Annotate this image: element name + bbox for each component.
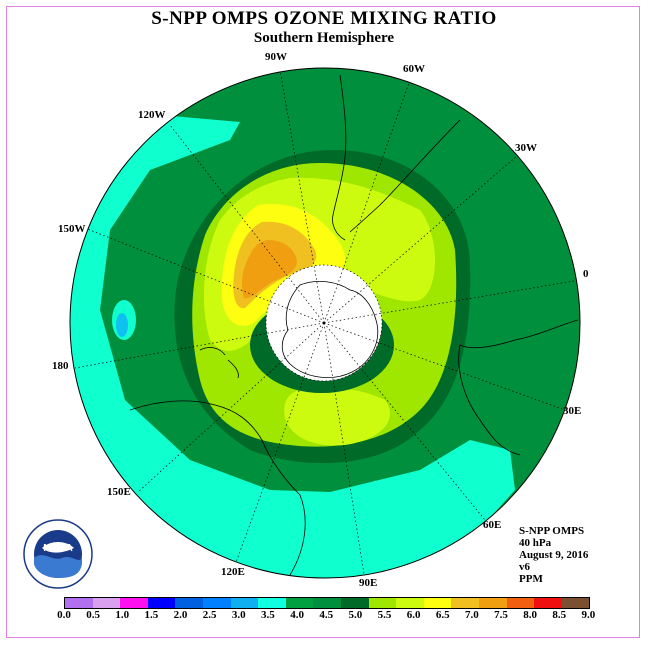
colorbar-tick-label: 7.5 — [494, 609, 508, 621]
info-date: August 9, 2016 — [519, 549, 589, 561]
colorbar-tick-label: 0.0 — [57, 609, 71, 621]
longitude-label-60e: 60E — [483, 519, 502, 531]
colorbar-swatch — [230, 598, 259, 608]
colorbar-tick-label: 1.5 — [144, 609, 159, 621]
colorbar-swatch — [451, 598, 479, 608]
info-units: PPM — [519, 573, 543, 585]
longitude-label-120w: 120W — [138, 109, 166, 121]
info-pressure: 40 hPa — [519, 537, 552, 549]
noaa-logo-text: NOAA — [43, 543, 72, 554]
colorbar-tick-label: 3.5 — [261, 609, 275, 621]
field-low-region — [70, 100, 515, 578]
colorbar-tick-label: 7.0 — [464, 609, 479, 621]
colorbar-tick-label: 6.5 — [435, 609, 450, 621]
coastline-south-america — [332, 74, 347, 241]
south-pole-marker — [322, 321, 326, 325]
colorbar-tick-label: 8.0 — [523, 609, 537, 621]
colorbar-swatch — [368, 598, 397, 608]
colorbar-swatch — [423, 598, 452, 608]
info-version: v6 — [519, 561, 530, 573]
longitude-label-0: 0 — [583, 268, 589, 280]
page-subtitle: Southern Hemisphere — [253, 30, 395, 46]
colorbar-tick-label: 3.0 — [231, 609, 246, 621]
colorbar-tick-label: 2.5 — [202, 609, 217, 621]
field-band-75 — [242, 240, 297, 299]
coastline-australia — [129, 400, 306, 576]
map-boundary — [69, 67, 581, 579]
colorbar-tick-label: 1.0 — [115, 609, 130, 621]
colorbar-tick-label: 5.0 — [348, 609, 363, 621]
coastline-africa — [458, 319, 579, 456]
colorbar-swatch — [561, 598, 590, 608]
colorbar-tick-label: 4.5 — [319, 609, 334, 621]
colorbar-swatch — [340, 598, 369, 608]
colorbar-swatch — [258, 598, 286, 608]
colorbar-swatch — [202, 598, 231, 608]
longitude-label-90e: 90E — [359, 577, 378, 589]
coastline-new-zealand — [199, 347, 239, 379]
colorbar-swatch — [506, 598, 535, 608]
colorbar-tick-label: 4.0 — [290, 609, 304, 621]
colorbar-swatch — [285, 598, 314, 608]
colorbar-swatch — [478, 598, 507, 608]
longitude-label-150w: 150W — [58, 223, 86, 235]
longitude-label-60w: 60W — [403, 63, 425, 75]
colorbar-swatch — [175, 598, 203, 608]
page-title: S-NPP OMPS OZONE MIXING RATIO — [151, 8, 497, 29]
colorbar-tick-label: 5.5 — [377, 609, 392, 621]
figure-frame — [6, 6, 640, 638]
noaa-logo: NOAA — [23, 519, 93, 589]
colorbar-tick-label: 0.5 — [86, 609, 100, 621]
colorbar-tick-label: 2.0 — [173, 609, 188, 621]
colorbar-swatch — [120, 598, 148, 608]
colorbar-swatch — [65, 598, 93, 608]
coastline-antarctica — [281, 280, 379, 378]
field-band-60-south — [284, 387, 391, 446]
colorbar-swatch — [92, 598, 121, 608]
longitude-label-180: 180 — [52, 360, 69, 372]
colorbar-swatch — [396, 598, 424, 608]
longitude-label-30w: 30W — [515, 142, 537, 154]
colorbar-swatch — [534, 598, 562, 608]
longitude-label-120e: 120E — [221, 566, 245, 578]
info-block: S-NPP OMPS 40 hPa August 9, 2016 v6 PPM — [519, 525, 588, 585]
longitude-label-150e: 150E — [107, 486, 131, 498]
graticule — [74, 69, 580, 578]
info-instrument: S-NPP OMPS — [519, 525, 585, 537]
longitude-label-30e: 30E — [563, 405, 582, 417]
longitude-label-90w: 90W — [265, 51, 287, 63]
colorbar-tick-label: 6.0 — [406, 609, 421, 621]
field-lower-spot — [116, 313, 128, 337]
colorbar-swatch — [313, 598, 341, 608]
colorbar — [64, 597, 591, 609]
colorbar-tick-label: 8.5 — [552, 609, 567, 621]
colorbar-tick-label: 9.0 — [581, 609, 596, 621]
colorbar-swatch — [147, 598, 176, 608]
